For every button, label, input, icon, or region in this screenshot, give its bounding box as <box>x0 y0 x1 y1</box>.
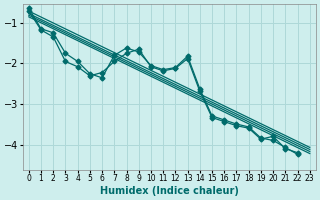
X-axis label: Humidex (Indice chaleur): Humidex (Indice chaleur) <box>100 186 239 196</box>
